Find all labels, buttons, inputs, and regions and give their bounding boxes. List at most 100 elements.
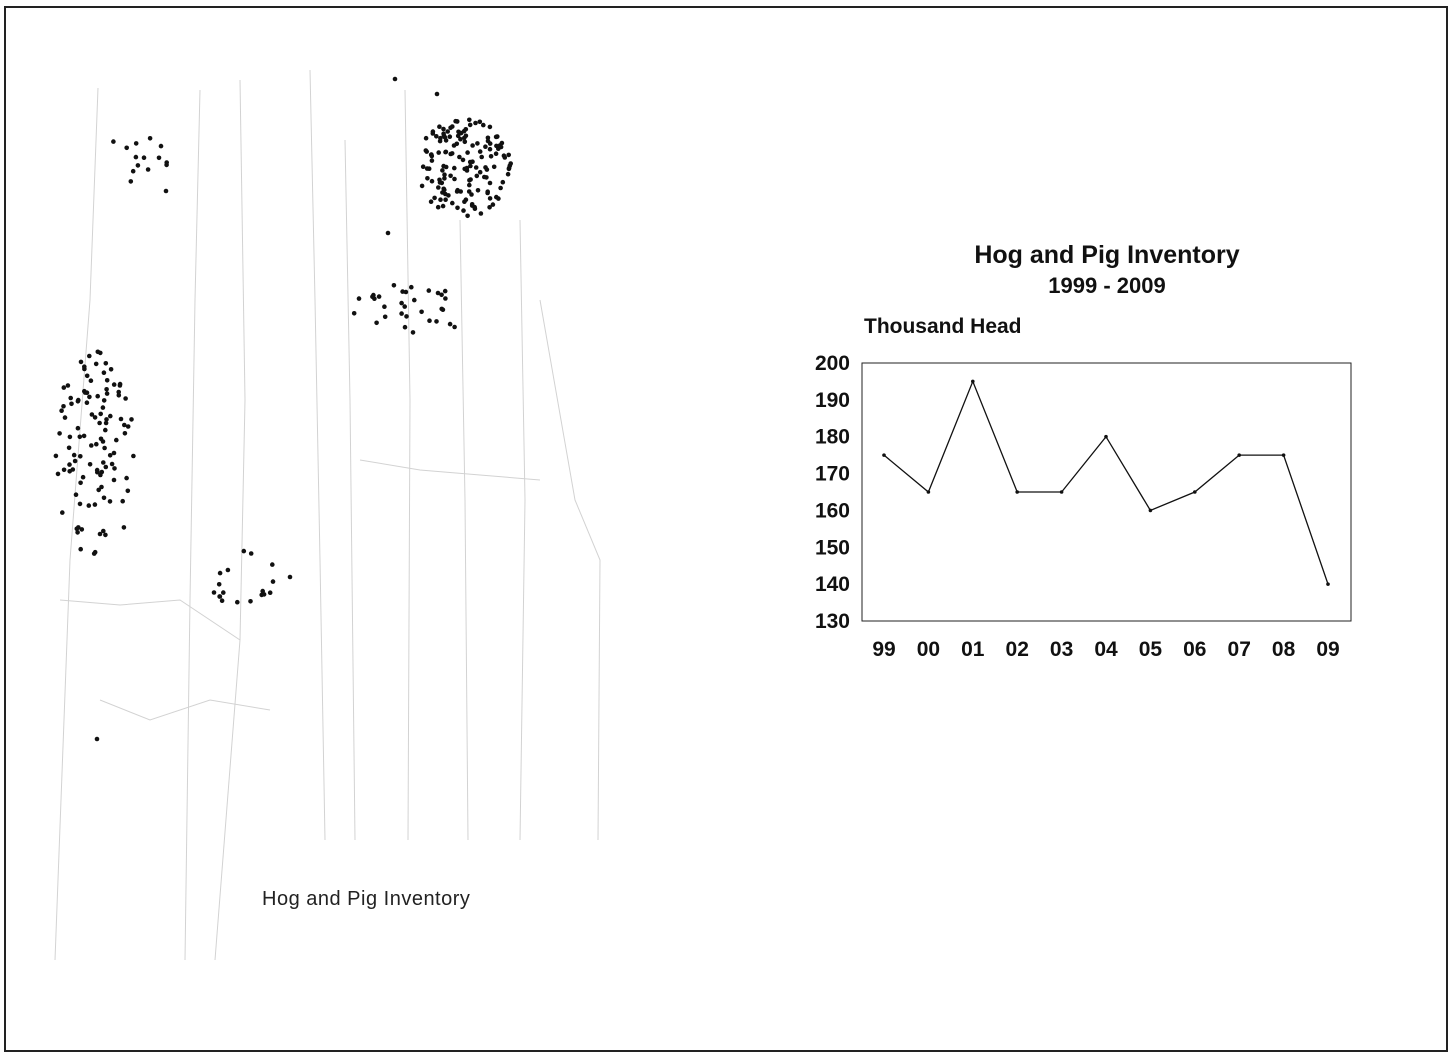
inventory-dot	[467, 182, 472, 188]
inventory-dot	[370, 294, 375, 300]
inventory-dot	[68, 395, 73, 401]
county-outlines	[54, 69, 601, 961]
inventory-dot	[458, 136, 463, 142]
inventory-dot	[447, 321, 453, 327]
inventory-dot	[84, 390, 90, 396]
inventory-dot	[95, 349, 101, 355]
inventory-dot	[500, 179, 506, 185]
inventory-dot	[248, 551, 254, 556]
inventory-dot	[123, 396, 128, 401]
inventory-dot	[104, 391, 110, 396]
inventory-dot	[423, 148, 429, 153]
inventory-dot	[351, 311, 357, 316]
inventory-dot	[69, 401, 74, 407]
inventory-dot	[122, 431, 128, 436]
inventory-dot	[84, 373, 90, 379]
inventory-dot	[128, 179, 134, 184]
inventory-dot	[98, 411, 103, 417]
inventory-dot	[76, 525, 81, 530]
inventory-dot	[470, 143, 475, 148]
inventory-dot	[97, 420, 102, 426]
inventory-dot	[438, 197, 443, 202]
inventory-dot	[482, 174, 487, 180]
inventory-dot	[103, 361, 109, 366]
inventory-dot	[419, 309, 424, 315]
inventory-dot	[478, 211, 484, 216]
inventory-dot	[506, 152, 512, 158]
inventory-dot	[391, 283, 397, 288]
inventory-dot	[270, 579, 276, 584]
inventory-dot	[501, 153, 507, 158]
inventory-dot	[385, 230, 391, 236]
inventory-dot	[468, 163, 473, 169]
inventory-dot	[477, 169, 483, 175]
inventory-dot	[101, 460, 106, 465]
inventory-dot	[87, 353, 92, 359]
inventory-dot	[485, 138, 491, 144]
inventory-dot	[469, 203, 475, 208]
inventory-dot	[87, 394, 92, 400]
inventory-dot	[435, 204, 441, 210]
inventory-dot	[67, 434, 73, 440]
county-outline	[99, 699, 271, 721]
inventory-dot	[443, 164, 449, 170]
inventory-dot	[458, 130, 464, 136]
inventory-dot	[426, 166, 432, 171]
inventory-dot	[101, 370, 107, 376]
inventory-dot	[225, 567, 231, 573]
inventory-dot	[376, 294, 382, 299]
inventory-dot	[410, 330, 416, 335]
inventory-dot	[442, 176, 447, 181]
inventory-dot	[488, 154, 494, 159]
chart-subtitle: 1999 - 2009	[1048, 273, 1166, 298]
inventory-dot	[450, 200, 455, 206]
inventory-dot	[442, 172, 447, 177]
inventory-dot	[487, 180, 493, 186]
inventory-dot	[91, 551, 97, 556]
inventory-dot	[111, 477, 117, 483]
inventory-dot	[452, 165, 457, 171]
inventory-dot	[267, 590, 273, 595]
inventory-dot	[443, 191, 448, 197]
inventory-dot	[75, 425, 81, 431]
county-outline	[359, 459, 541, 481]
inventory-dot	[89, 443, 94, 448]
chart-y-axis-label: Thousand Head	[864, 315, 1022, 338]
inventory-dot	[429, 178, 435, 184]
inventory-dot	[108, 413, 113, 419]
inventory-dot	[120, 498, 125, 504]
inventory-dot	[435, 290, 441, 296]
inventory-dot	[67, 462, 72, 467]
inventory-dot	[89, 412, 95, 417]
inventory-dot	[462, 199, 467, 204]
inventory-dot	[104, 417, 109, 422]
inventory-dot	[475, 188, 481, 193]
inventory-dot	[463, 127, 469, 132]
inventory-dot	[496, 196, 501, 201]
inventory-dot	[67, 469, 72, 474]
inventory-dot	[392, 76, 398, 82]
inventory-dot	[145, 167, 151, 172]
inventory-dot	[402, 304, 408, 309]
inventory-dot	[78, 480, 83, 486]
county-outline	[59, 599, 241, 641]
inventory-dot	[124, 475, 129, 481]
inventory-dot	[217, 594, 223, 599]
inventory-dot	[462, 135, 467, 141]
inventory-dot	[78, 454, 83, 459]
inventory-dot	[71, 452, 77, 458]
inventory-dot	[107, 453, 113, 458]
inventory-dot	[103, 464, 109, 470]
inventory-dot	[454, 189, 460, 194]
inventory-dot	[425, 176, 430, 181]
inventory-dot	[77, 434, 83, 440]
inventory-dot	[419, 183, 425, 189]
inventory-dot	[473, 120, 478, 126]
inventory-dot	[455, 205, 460, 211]
inventory-dot	[130, 168, 136, 174]
inventory-dot	[427, 318, 432, 324]
inventory-dot	[497, 143, 503, 148]
inventory-dot	[440, 203, 446, 209]
inventory-dot	[441, 131, 446, 136]
county-outline	[519, 219, 526, 841]
